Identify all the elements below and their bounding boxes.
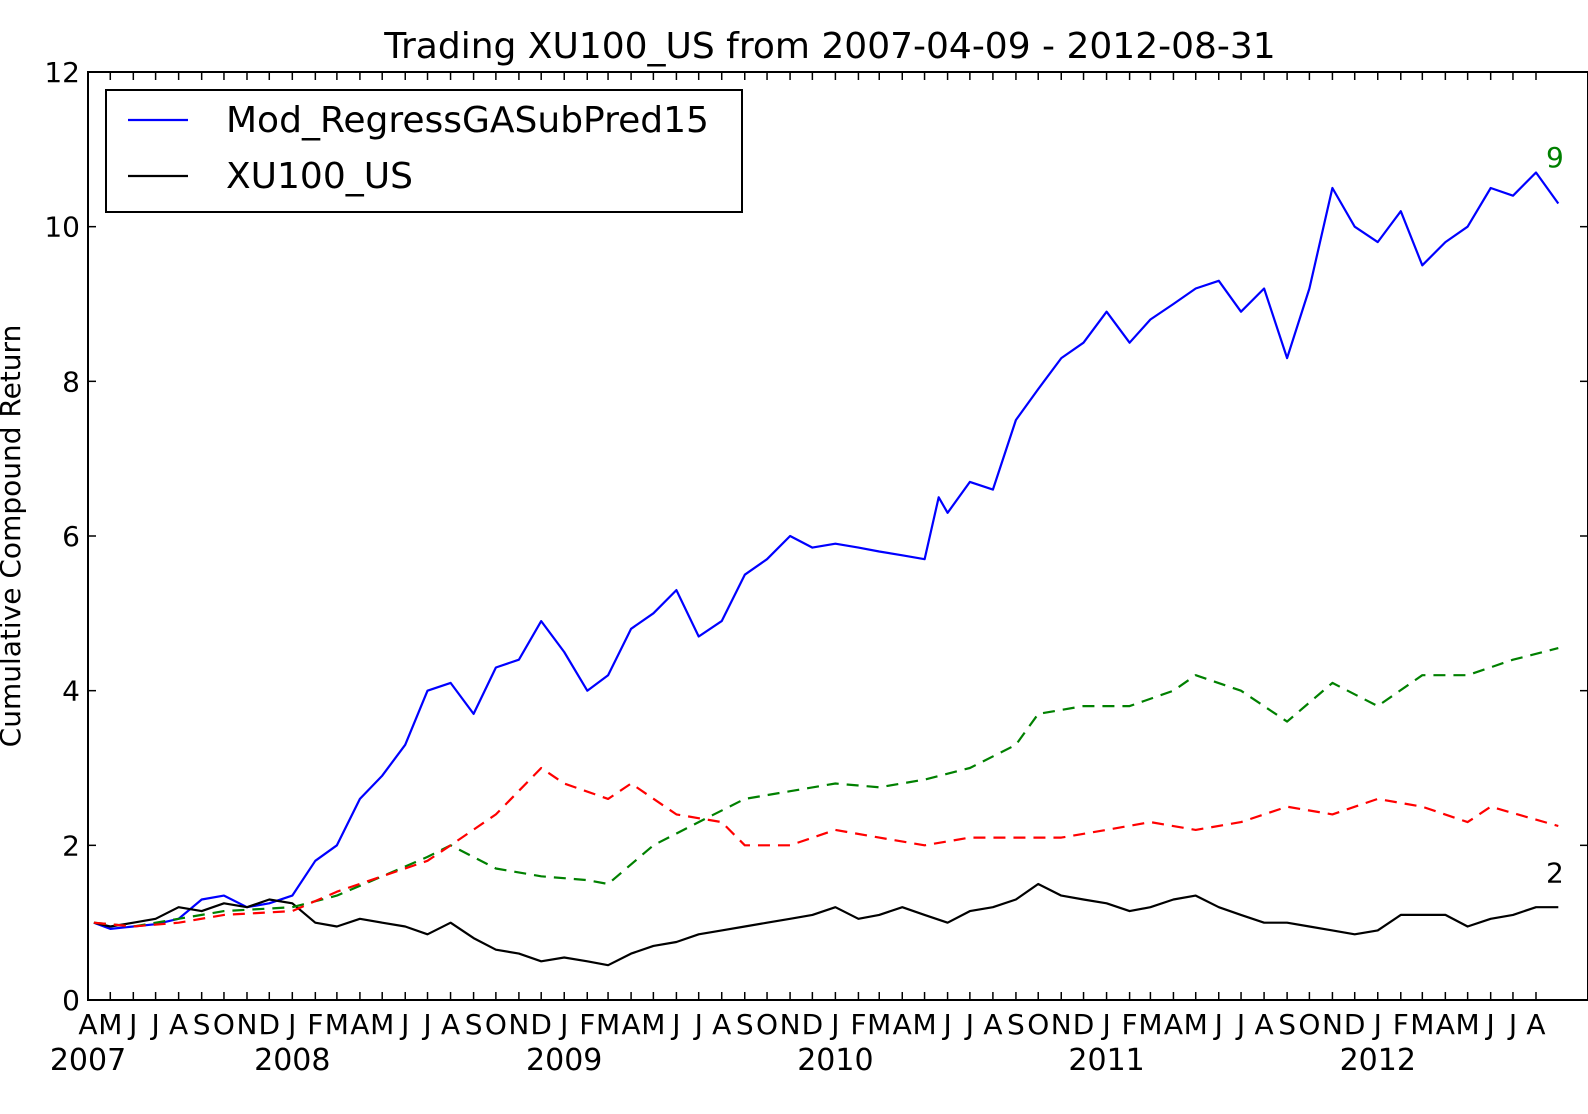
x-month-label: J [693, 1008, 703, 1041]
x-month-label: J [1507, 1008, 1517, 1041]
end-labels: 92 [1546, 141, 1564, 889]
x-month-label: A [1254, 1008, 1273, 1041]
x-month-label: M [641, 1008, 665, 1041]
legend-box [105, 89, 743, 213]
x-month-label: A [983, 1008, 1002, 1041]
series-3-line [93, 766, 1559, 928]
x-month-label: M [1184, 1008, 1208, 1041]
x-month-label: A [441, 1008, 460, 1041]
x-month-label: S [193, 1008, 211, 1041]
x-month-label: S [1278, 1008, 1296, 1041]
end-value-label: 9 [1546, 141, 1564, 174]
x-month-label: A [1436, 1008, 1455, 1041]
y-axis-title: Cumulative Compound Return [0, 325, 27, 748]
end-value-label: 2 [1546, 856, 1564, 889]
x-month-label: A [893, 1008, 912, 1041]
x-month-label: A [622, 1008, 641, 1041]
series-2-line [93, 647, 1559, 928]
x-month-label: J [1100, 1008, 1110, 1041]
x-month-label: A [78, 1008, 97, 1041]
x-month-label: J [1213, 1008, 1223, 1041]
x-month-label: D [802, 1008, 824, 1041]
x-month-label: J [964, 1008, 974, 1041]
x-month-label: M [370, 1008, 394, 1041]
x-month-label: F [579, 1008, 595, 1041]
x-month-label: N [1051, 1008, 1072, 1041]
x-month-label: N [1322, 1008, 1343, 1041]
x-month-label: D [1344, 1008, 1366, 1041]
x-month-label: O [213, 1008, 235, 1041]
x-month-label: O [485, 1008, 507, 1041]
x-month-label: J [1485, 1008, 1495, 1041]
x-month-label: N [237, 1008, 258, 1041]
x-month-label: J [1372, 1008, 1382, 1041]
x-month-label: M [1138, 1008, 1162, 1041]
y-tick-label: 8 [62, 365, 80, 398]
x-month-label: M [596, 1008, 620, 1041]
x-year-label: 2007 [50, 1043, 126, 1078]
x-month-label: J [127, 1008, 137, 1041]
x-month-label: J [1235, 1008, 1245, 1041]
legend-label: Mod_RegressGASubPred15 [226, 100, 709, 141]
y-axis: 0 2 4 6 8 10 12 [44, 56, 1588, 1017]
x-month-label: F [1122, 1008, 1138, 1041]
x-year-label: 2012 [1340, 1043, 1416, 1078]
x-month-label: J [421, 1008, 431, 1041]
x-month-label: M [867, 1008, 891, 1041]
x-month-label: F [1393, 1008, 1409, 1041]
x-month-label: A [1526, 1008, 1545, 1041]
x-month-label: A [712, 1008, 731, 1041]
x-month-label: J [829, 1008, 839, 1041]
x-month-label: O [1027, 1008, 1049, 1041]
y-tick-label: 12 [44, 56, 80, 89]
x-month-label: M [1456, 1008, 1480, 1041]
series-layer [93, 171, 1560, 967]
x-month-label: M [325, 1008, 349, 1041]
x-month-label: M [912, 1008, 936, 1041]
x-month-label: D [258, 1008, 280, 1041]
x-month-label: S [1007, 1008, 1025, 1041]
y-tick-label: 10 [44, 211, 80, 244]
xu100-us-line [93, 882, 1559, 967]
x-month-label: J [558, 1008, 568, 1041]
x-month-label: A [1164, 1008, 1183, 1041]
x-month-label: D [530, 1008, 552, 1041]
x-month-label: S [465, 1008, 483, 1041]
x-month-label: M [1410, 1008, 1434, 1041]
x-month-label: J [399, 1008, 409, 1041]
x-month-label: J [670, 1008, 680, 1041]
y-tick-label: 4 [62, 675, 80, 708]
x-month-label: F [307, 1008, 323, 1041]
x-year-label: 2011 [1068, 1043, 1144, 1078]
y-tick-label: 0 [62, 984, 80, 1017]
x-month-label: F [850, 1008, 866, 1041]
x-month-label: N [508, 1008, 529, 1041]
x-month-label: S [736, 1008, 754, 1041]
legend-label: XU100_US [226, 156, 413, 197]
x-month-label: N [780, 1008, 801, 1041]
x-month-label: O [1298, 1008, 1320, 1041]
x-month-label: M [98, 1008, 122, 1041]
x-month-label: O [756, 1008, 778, 1041]
x-year-label: 2009 [526, 1043, 602, 1078]
x-month-label: A [350, 1008, 369, 1041]
legend: Mod_RegressGASubPred15 XU100_US [105, 89, 743, 213]
chart-title: Trading XU100_US from 2007-04-09 - 2012-… [383, 26, 1275, 67]
x-month-label: J [941, 1008, 951, 1041]
y-tick-label: 6 [62, 520, 80, 553]
x-month-label: J [286, 1008, 296, 1041]
x-month-label: D [1073, 1008, 1095, 1041]
y-tick-label: 2 [62, 829, 80, 862]
mod-regressgasubpred15-line [93, 171, 1560, 930]
x-month-label: J [149, 1008, 159, 1041]
x-year-label: 2008 [254, 1043, 330, 1078]
x-year-label: 2010 [797, 1043, 873, 1078]
x-month-label: A [169, 1008, 188, 1041]
